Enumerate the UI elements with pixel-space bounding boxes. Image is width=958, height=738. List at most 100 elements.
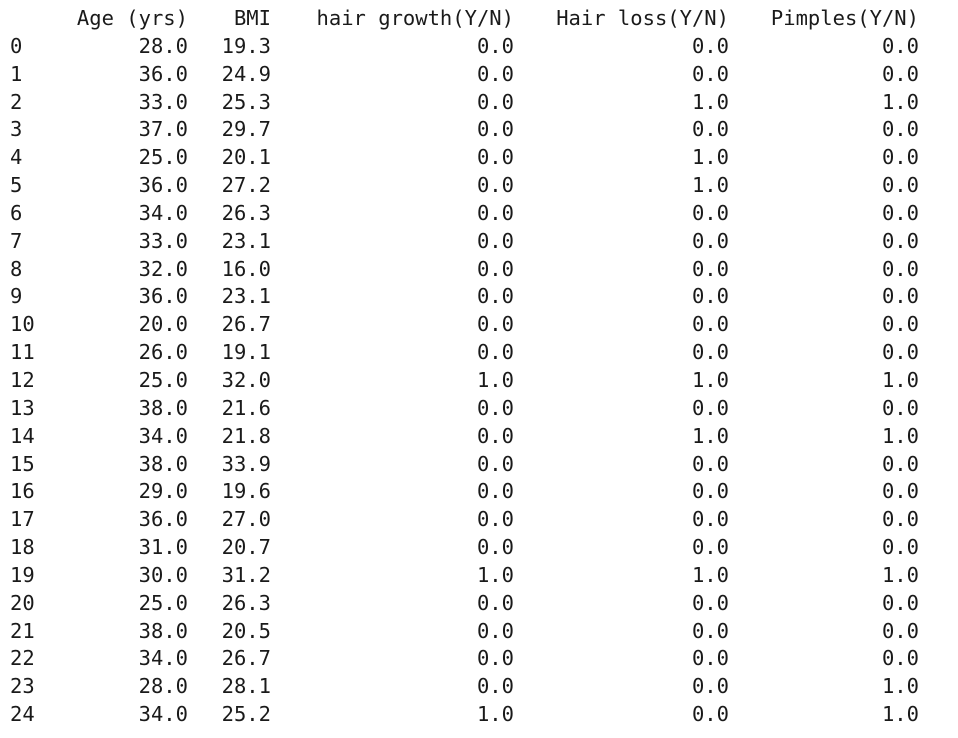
table-row: 21 38.0 20.5 0.0 0.0 0.0 — [10, 618, 919, 646]
table-row: 16 29.0 19.6 0.0 0.0 0.0 — [10, 478, 919, 506]
cell-hair-loss: 0.0 — [691, 200, 729, 225]
cell-hair-growth: 0.0 — [476, 173, 514, 198]
column-header-hair-loss: Hair loss(Y/N) — [556, 6, 729, 30]
cell-hair-loss: 0.0 — [691, 451, 729, 476]
cell-pimples: 0.0 — [881, 173, 919, 198]
table-row: 23 28.0 28.1 0.0 0.0 1.0 — [10, 673, 919, 701]
cell-age: 32.0 — [138, 256, 188, 281]
cell-bmi: 20.1 — [221, 145, 271, 170]
row-index: 16 — [10, 479, 35, 504]
table-row: 13 38.0 21.6 0.0 0.0 0.0 — [10, 395, 919, 423]
cell-hair-growth: 0.0 — [476, 117, 514, 142]
cell-bmi: 19.3 — [221, 33, 271, 58]
row-index: 7 — [10, 228, 23, 253]
row-index: 0 — [10, 33, 23, 58]
table-row: 12 25.0 32.0 1.0 1.0 1.0 — [10, 367, 919, 395]
cell-hair-growth: 0.0 — [476, 256, 514, 281]
cell-bmi: 25.3 — [221, 89, 271, 114]
cell-hair-growth: 0.0 — [476, 507, 514, 532]
cell-pimples: 0.0 — [881, 256, 919, 281]
cell-age: 30.0 — [138, 562, 188, 587]
cell-hair-growth: 0.0 — [476, 423, 514, 448]
cell-bmi: 21.8 — [221, 423, 271, 448]
cell-hair-growth: 0.0 — [476, 61, 514, 86]
cell-bmi: 31.2 — [221, 562, 271, 587]
index-header — [10, 5, 62, 33]
cell-bmi: 23.1 — [221, 284, 271, 309]
cell-pimples: 0.0 — [881, 228, 919, 253]
cell-hair-growth: 0.0 — [476, 340, 514, 365]
cell-hair-growth: 0.0 — [476, 674, 514, 699]
cell-age: 37.0 — [138, 117, 188, 142]
cell-pimples: 0.0 — [881, 340, 919, 365]
cell-bmi: 20.5 — [221, 618, 271, 643]
cell-age: 36.0 — [138, 173, 188, 198]
cell-hair-growth: 0.0 — [476, 89, 514, 114]
cell-age: 36.0 — [138, 284, 188, 309]
cell-age: 34.0 — [138, 702, 188, 727]
cell-pimples: 0.0 — [881, 145, 919, 170]
cell-bmi: 26.3 — [221, 590, 271, 615]
cell-hair-loss: 0.0 — [691, 33, 729, 58]
cell-bmi: 19.1 — [221, 340, 271, 365]
cell-bmi: 27.2 — [221, 173, 271, 198]
cell-age: 31.0 — [138, 535, 188, 560]
cell-pimples: 0.0 — [881, 312, 919, 337]
table-row: 22 34.0 26.7 0.0 0.0 0.0 — [10, 645, 919, 673]
table-row: 24 34.0 25.2 1.0 0.0 1.0 — [10, 701, 919, 729]
row-index: 10 — [10, 312, 35, 337]
cell-bmi: 25.2 — [221, 702, 271, 727]
cell-pimples: 1.0 — [881, 562, 919, 587]
cell-hair-loss: 0.0 — [691, 702, 729, 727]
cell-pimples: 0.0 — [881, 590, 919, 615]
column-header-hair-growth: hair growth(Y/N) — [316, 6, 514, 30]
cell-bmi: 16.0 — [221, 256, 271, 281]
table-row: 0 28.0 19.3 0.0 0.0 0.0 — [10, 33, 919, 61]
cell-pimples: 0.0 — [881, 395, 919, 420]
table-row: 10 20.0 26.7 0.0 0.0 0.0 — [10, 311, 919, 339]
row-index: 9 — [10, 284, 23, 309]
cell-bmi: 26.7 — [221, 646, 271, 671]
cell-hair-growth: 0.0 — [476, 33, 514, 58]
table-row: 4 25.0 20.1 0.0 1.0 0.0 — [10, 144, 919, 172]
table-body: 0 28.0 19.3 0.0 0.0 0.0 1 36.0 24.9 0.0 0.0 0.0 2 33.… — [10, 33, 919, 729]
cell-age: 25.0 — [138, 367, 188, 392]
cell-pimples: 1.0 — [881, 89, 919, 114]
row-index: 19 — [10, 562, 35, 587]
cell-hair-growth: 0.0 — [476, 200, 514, 225]
cell-bmi: 26.7 — [221, 312, 271, 337]
cell-hair-growth: 0.0 — [476, 312, 514, 337]
cell-age: 28.0 — [138, 33, 188, 58]
cell-pimples: 1.0 — [881, 674, 919, 699]
cell-hair-loss: 1.0 — [691, 423, 729, 448]
row-index: 1 — [10, 61, 23, 86]
table-row: 18 31.0 20.7 0.0 0.0 0.0 — [10, 534, 919, 562]
table-row: 1 36.0 24.9 0.0 0.0 0.0 — [10, 61, 919, 89]
row-index: 5 — [10, 173, 23, 198]
cell-hair-growth: 0.0 — [476, 618, 514, 643]
row-index: 11 — [10, 340, 35, 365]
cell-hair-growth: 0.0 — [476, 451, 514, 476]
table-row: 11 26.0 19.1 0.0 0.0 0.0 — [10, 339, 919, 367]
cell-hair-loss: 0.0 — [691, 590, 729, 615]
cell-hair-loss: 0.0 — [691, 340, 729, 365]
cell-hair-loss: 1.0 — [691, 173, 729, 198]
column-header-bmi: BMI — [233, 6, 271, 30]
cell-age: 28.0 — [138, 674, 188, 699]
cell-pimples: 0.0 — [881, 535, 919, 560]
dataframe-table: Age (yrs) BMI hair growth(Y/N) Hair loss… — [10, 5, 919, 729]
cell-age: 33.0 — [138, 228, 188, 253]
cell-bmi: 32.0 — [221, 367, 271, 392]
cell-bmi: 26.3 — [221, 200, 271, 225]
cell-hair-loss: 1.0 — [691, 562, 729, 587]
cell-hair-loss: 0.0 — [691, 479, 729, 504]
cell-pimples: 0.0 — [881, 117, 919, 142]
cell-pimples: 0.0 — [881, 479, 919, 504]
cell-hair-growth: 1.0 — [476, 562, 514, 587]
cell-pimples: 0.0 — [881, 646, 919, 671]
cell-pimples: 0.0 — [881, 451, 919, 476]
cell-pimples: 1.0 — [881, 367, 919, 392]
cell-hair-loss: 0.0 — [691, 284, 729, 309]
cell-hair-loss: 0.0 — [691, 228, 729, 253]
cell-hair-growth: 0.0 — [476, 284, 514, 309]
